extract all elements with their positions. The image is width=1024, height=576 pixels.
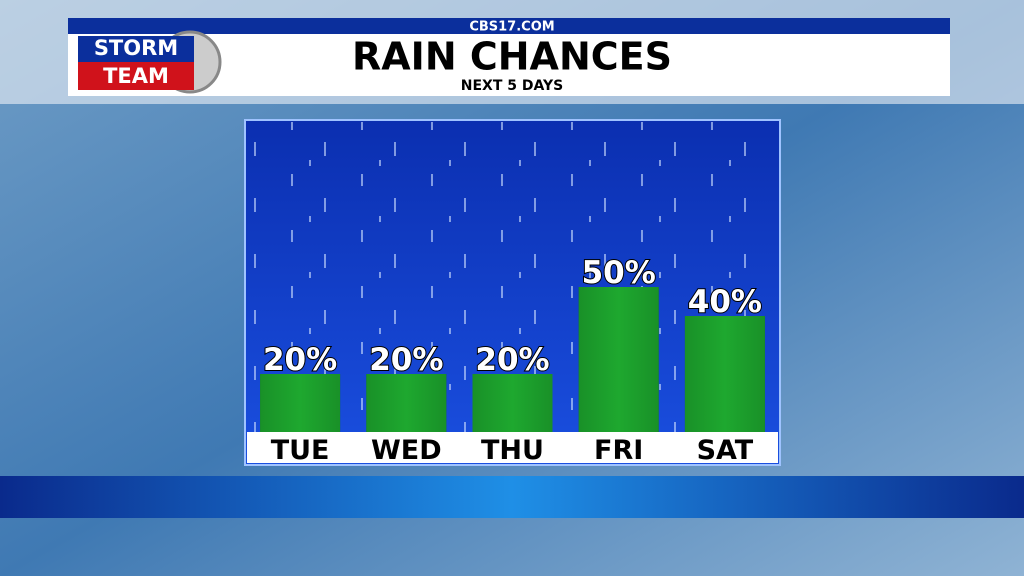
value-label: 40% [688, 284, 762, 320]
x-tick-label: WED [371, 435, 442, 466]
logo-text: STORM [94, 36, 178, 60]
bottom-strip [0, 476, 1024, 518]
category-strip [247, 432, 778, 463]
value-label: 20% [263, 342, 337, 378]
value-label: 20% [369, 342, 443, 378]
x-tick-label: THU [481, 435, 544, 466]
logo-bottom [78, 62, 194, 90]
bar [366, 374, 447, 432]
x-tick-label: TUE [271, 435, 330, 466]
bar [260, 374, 341, 432]
site: CBS17.COM [469, 20, 554, 35]
value-label: 50% [582, 255, 656, 291]
header-bar [68, 18, 950, 34]
x-tick-label: SAT [697, 435, 754, 466]
title: RAIN CHANCES [352, 35, 672, 79]
logo-text: TEAM [103, 64, 169, 88]
bar [684, 316, 765, 432]
bar [578, 287, 659, 432]
subtitle: NEXT 5 DAYS [461, 78, 563, 94]
x-tick-label: FRI [594, 435, 643, 466]
logo-top [78, 36, 194, 62]
value-label: 20% [475, 342, 549, 378]
bar [472, 374, 553, 432]
